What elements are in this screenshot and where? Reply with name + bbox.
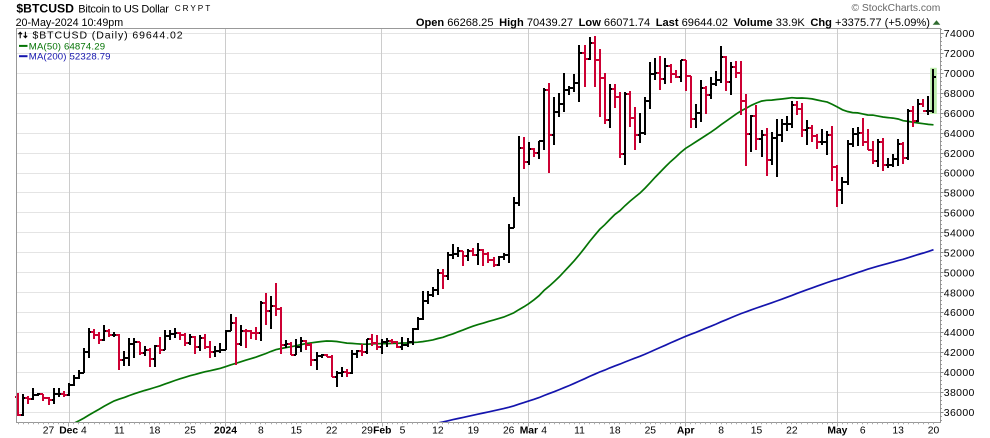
svg-text:66000: 66000 <box>944 108 975 120</box>
svg-text:52000: 52000 <box>944 247 975 259</box>
svg-text:6: 6 <box>860 426 866 437</box>
svg-text:25: 25 <box>184 426 196 437</box>
svg-text:20: 20 <box>928 426 940 437</box>
svg-text:70000: 70000 <box>944 68 975 80</box>
svg-text:50000: 50000 <box>944 267 975 279</box>
svg-text:$BTCUSD (Daily) 69644.02: $BTCUSD (Daily) 69644.02 <box>33 30 184 42</box>
svg-text:44000: 44000 <box>944 327 975 339</box>
svg-text:8: 8 <box>258 426 264 437</box>
svg-text:22: 22 <box>786 426 798 437</box>
svg-text:12: 12 <box>432 426 444 437</box>
svg-text:56000: 56000 <box>944 208 975 220</box>
svg-text:15: 15 <box>751 426 763 437</box>
svg-text:CRYPT: CRYPT <box>175 4 212 13</box>
svg-text:20-May-2024 10:49pm: 20-May-2024 10:49pm <box>16 17 124 29</box>
svg-text:May: May <box>827 426 847 437</box>
svg-text:4: 4 <box>541 426 547 437</box>
svg-text:18: 18 <box>149 426 161 437</box>
svg-text:11: 11 <box>574 426 585 437</box>
svg-text:Open 66268.25 High 70439.27 Lo: Open 66268.25 High 70439.27 Low 66071.74… <box>416 17 930 29</box>
svg-text:40000: 40000 <box>944 367 975 379</box>
svg-text:74000: 74000 <box>944 28 975 40</box>
svg-text:68000: 68000 <box>944 88 975 100</box>
svg-text:46000: 46000 <box>944 307 975 319</box>
svg-text:18: 18 <box>609 426 621 437</box>
svg-text:MA(50) 64874.29: MA(50) 64874.29 <box>29 41 105 52</box>
svg-text:19: 19 <box>468 426 480 437</box>
svg-text:25: 25 <box>645 426 657 437</box>
svg-text:62000: 62000 <box>944 148 975 160</box>
svg-text:22: 22 <box>326 426 338 437</box>
svg-text:15: 15 <box>291 426 303 437</box>
svg-text:64000: 64000 <box>944 128 975 140</box>
svg-text:4: 4 <box>81 426 87 437</box>
svg-text:72000: 72000 <box>944 48 975 60</box>
svg-text:42000: 42000 <box>944 347 975 359</box>
svg-text:26: 26 <box>503 426 515 437</box>
svg-text:5: 5 <box>400 426 406 437</box>
svg-text:36000: 36000 <box>944 407 975 419</box>
svg-text:60000: 60000 <box>944 168 975 180</box>
svg-text:48000: 48000 <box>944 287 975 299</box>
svg-text:54000: 54000 <box>944 228 975 240</box>
svg-text:13: 13 <box>892 426 904 437</box>
svg-text:Feb: Feb <box>373 426 391 437</box>
svg-text:Mar: Mar <box>520 426 538 437</box>
svg-text:2024: 2024 <box>214 426 237 437</box>
svg-text:29: 29 <box>361 426 373 437</box>
svg-text:8: 8 <box>718 426 724 437</box>
svg-text:27: 27 <box>43 426 55 437</box>
svg-text:Bitcoin to US Dollar: Bitcoin to US Dollar <box>78 4 169 16</box>
svg-text:58000: 58000 <box>944 188 975 200</box>
svg-text:© StockCharts.com: © StockCharts.com <box>851 3 940 14</box>
svg-text:$BTCUSD: $BTCUSD <box>16 2 74 16</box>
svg-text:Apr: Apr <box>677 426 695 437</box>
svg-text:MA(200) 52328.79: MA(200) 52328.79 <box>29 52 111 63</box>
svg-text:38000: 38000 <box>944 387 975 399</box>
svg-text:Dec: Dec <box>59 426 78 437</box>
svg-text:11: 11 <box>114 426 125 437</box>
